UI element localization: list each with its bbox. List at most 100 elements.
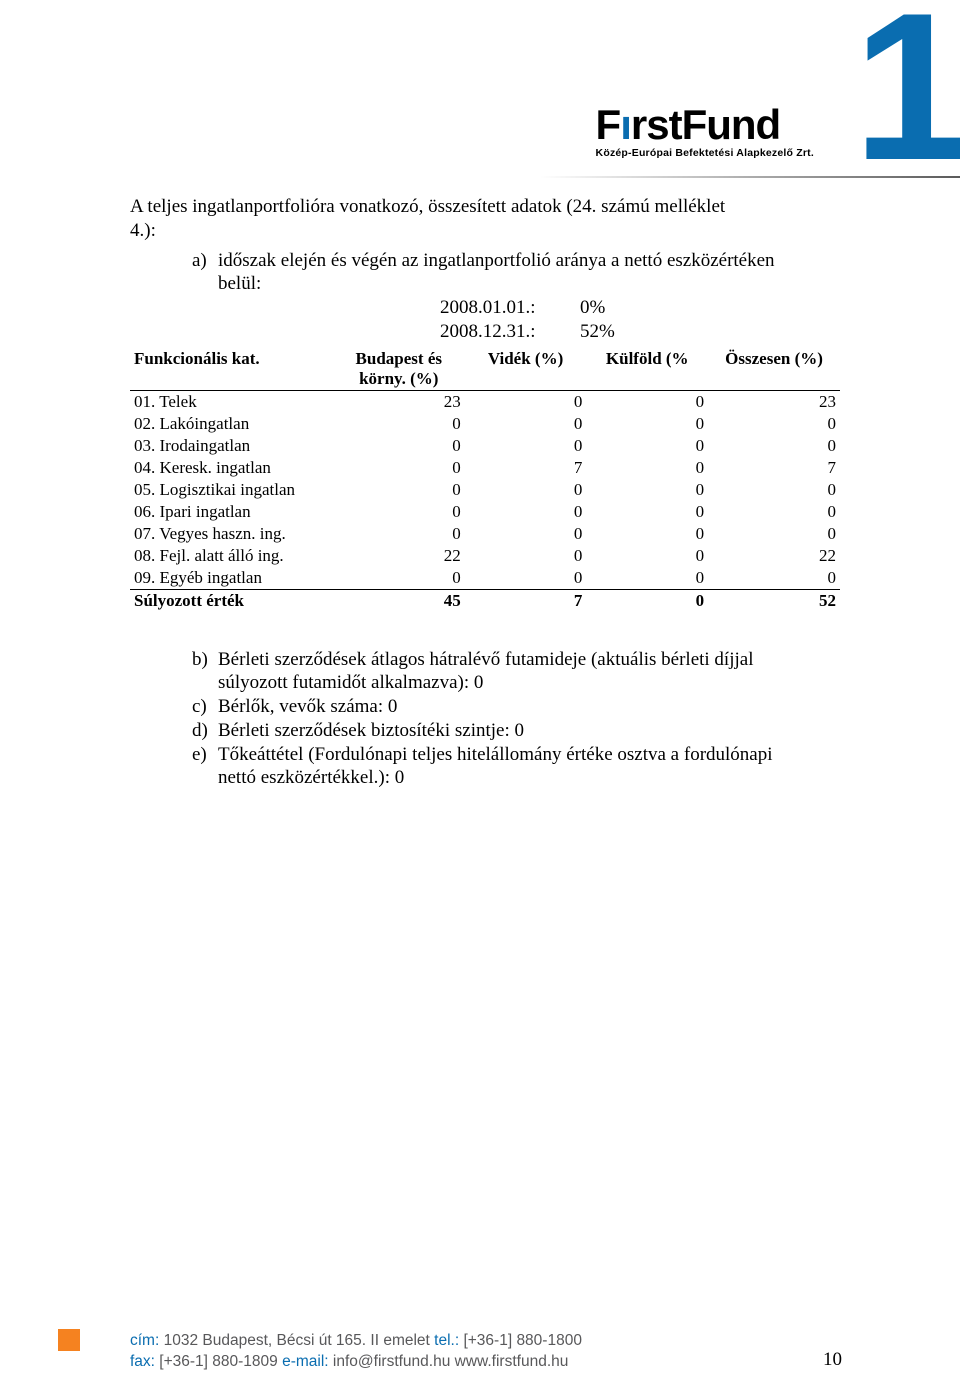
row-value: 0 xyxy=(586,457,708,479)
marker-a: a) xyxy=(192,249,218,273)
row-value: 0 xyxy=(465,523,587,545)
logo-rst: rst xyxy=(631,101,682,148)
row-value: 22 xyxy=(333,545,465,567)
row-label: 07. Vegyes haszn. ing. xyxy=(130,523,333,545)
table-row: 08. Fejl. alatt álló ing.220022 xyxy=(130,545,840,567)
footer-text: cím: 1032 Budapest, Bécsi út 165. II eme… xyxy=(130,1331,582,1373)
row-label: 04. Keresk. ingatlan xyxy=(130,457,333,479)
list-marker: d) xyxy=(192,719,218,743)
list-marker xyxy=(192,671,218,695)
list-marker: e) xyxy=(192,743,218,767)
table-row: 07. Vegyes haszn. ing.0000 xyxy=(130,523,840,545)
table-row: 05. Logisztikai ingatlan0000 xyxy=(130,479,840,501)
logo-subtitle: Közép-Európai Befektetési Alapkezelő Zrt… xyxy=(596,147,814,159)
row-value: 0 xyxy=(586,435,708,457)
row-value: 7 xyxy=(465,457,587,479)
footer-address: 1032 Budapest, Bécsi út 165. II emelet xyxy=(159,1332,434,1349)
row-value: 0 xyxy=(586,567,708,590)
list-text: Tőkeáttétel (Fordulónapi teljes hiteláll… xyxy=(218,743,840,767)
total-value: 0 xyxy=(586,589,708,612)
list-text: Bérleti szerződések átlagos hátralévő fu… xyxy=(218,648,840,672)
list-b: b)Bérleti szerződések átlagos hátralévő … xyxy=(130,648,840,791)
footer: cím: 1032 Budapest, Bécsi út 165. II eme… xyxy=(0,1331,960,1383)
row-value: 0 xyxy=(465,567,587,590)
row-value: 0 xyxy=(586,523,708,545)
row-value: 0 xyxy=(333,567,465,590)
row-value: 0 xyxy=(586,501,708,523)
row-label: 03. Irodaingatlan xyxy=(130,435,333,457)
row-label: 06. Ipari ingatlan xyxy=(130,501,333,523)
row-value: 0 xyxy=(708,413,840,435)
row-value: 0 xyxy=(708,567,840,590)
total-label: Súlyozott érték xyxy=(130,589,333,612)
list-item-a: a) időszak elején és végén az ingatlanpo… xyxy=(130,249,840,297)
row-value: 0 xyxy=(333,523,465,545)
list-marker: b) xyxy=(192,648,218,672)
row-label: 01. Telek xyxy=(130,390,333,413)
table-row: 06. Ipari ingatlan0000 xyxy=(130,501,840,523)
list-item: c)Bérlők, vevők száma: 0 xyxy=(192,695,840,719)
val1-label: 2008.01.01.: xyxy=(440,296,580,320)
row-value: 0 xyxy=(465,479,587,501)
a-line1: időszak elején és végén az ingatlanportf… xyxy=(218,250,775,271)
row-label: 02. Lakóingatlan xyxy=(130,413,333,435)
title-line1: A teljes ingatlanportfolióra vonatkozó, … xyxy=(130,195,840,219)
footer-email-label: e-mail: xyxy=(282,1353,329,1370)
row-value: 0 xyxy=(333,413,465,435)
row-value: 0 xyxy=(333,457,465,479)
list-item: e)Tőkeáttétel (Fordulónapi teljes hitelá… xyxy=(192,743,840,767)
list-item: súlyozott futamidőt alkalmazva): 0 xyxy=(192,671,840,695)
footer-fax: [+36-1] 880-1809 xyxy=(155,1353,282,1370)
table-row: 01. Telek230023 xyxy=(130,390,840,413)
footer-email: info@firstfund.hu www.firstfund.hu xyxy=(329,1353,569,1370)
list-text: Bérlők, vevők száma: 0 xyxy=(218,695,840,719)
list-item: b)Bérleti szerződések átlagos hátralévő … xyxy=(192,648,840,672)
row-value: 0 xyxy=(586,390,708,413)
row-value: 0 xyxy=(465,390,587,413)
logo-fund: Fund xyxy=(682,101,781,148)
val2-val: 52% xyxy=(580,320,615,344)
th-bp: Budapest éskörny. (%) xyxy=(333,348,465,391)
row-value: 0 xyxy=(708,523,840,545)
list-marker: c) xyxy=(192,695,218,719)
big-number-1: 1 xyxy=(810,0,960,178)
val2-label: 2008.12.31.: xyxy=(440,320,580,344)
footer-tel: [+36-1] 880-1800 xyxy=(459,1332,582,1349)
list-marker xyxy=(192,766,218,790)
row-label: 09. Egyéb ingatlan xyxy=(130,567,333,590)
row-value: 0 xyxy=(333,479,465,501)
a-values: 2008.01.01.:0% 2008.12.31.:52% xyxy=(130,296,840,344)
row-value: 22 xyxy=(708,545,840,567)
th-kulfold: Külföld (% xyxy=(586,348,708,391)
logo-underline xyxy=(540,176,960,178)
logo-block: 1 FırstFund Közép-Európai Befektetési Al… xyxy=(540,0,960,178)
row-value: 0 xyxy=(333,501,465,523)
row-value: 0 xyxy=(586,413,708,435)
logo-f: F xyxy=(596,101,621,148)
footer-fax-label: fax: xyxy=(130,1353,155,1370)
table-total-row: Súlyozott érték457052 xyxy=(130,589,840,612)
row-value: 0 xyxy=(333,435,465,457)
th-videk: Vidék (%) xyxy=(465,348,587,391)
list-text: nettó eszközértékkel.): 0 xyxy=(218,766,840,790)
row-value: 23 xyxy=(708,390,840,413)
th-cat: Funkcionális kat. xyxy=(130,348,333,391)
table-row: 04. Keresk. ingatlan0707 xyxy=(130,457,840,479)
row-value: 0 xyxy=(708,479,840,501)
total-value: 45 xyxy=(333,589,465,612)
a-line2: belül: xyxy=(218,273,261,294)
footer-cim-label: cím: xyxy=(130,1332,159,1349)
row-value: 0 xyxy=(586,545,708,567)
row-value: 7 xyxy=(708,457,840,479)
list-item: d)Bérleti szerződések biztosítéki szintj… xyxy=(192,719,840,743)
data-table: Funkcionális kat. Budapest éskörny. (%) … xyxy=(130,348,840,612)
total-value: 7 xyxy=(465,589,587,612)
row-value: 0 xyxy=(708,501,840,523)
table-row: 03. Irodaingatlan0000 xyxy=(130,435,840,457)
row-label: 08. Fejl. alatt álló ing. xyxy=(130,545,333,567)
val1-val: 0% xyxy=(580,296,605,320)
row-value: 0 xyxy=(465,545,587,567)
firstfund-logo: FırstFund Közép-Európai Befektetési Alap… xyxy=(596,104,814,159)
row-value: 0 xyxy=(465,435,587,457)
row-value: 0 xyxy=(708,435,840,457)
